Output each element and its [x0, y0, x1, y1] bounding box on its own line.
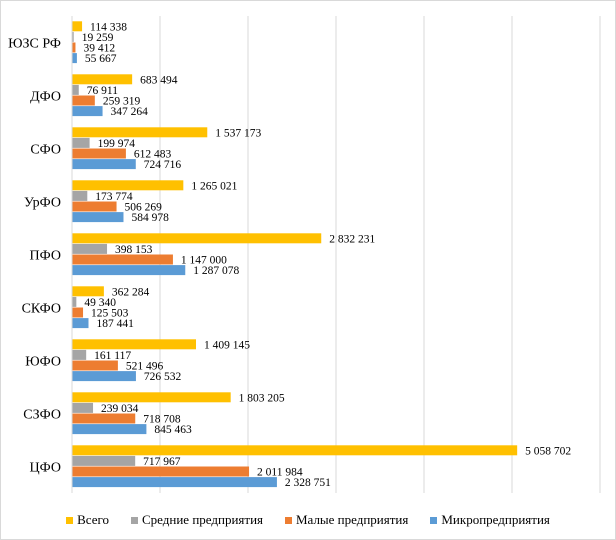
legend-item: Средние предприятия	[131, 512, 263, 528]
data-label: 187 441	[96, 318, 134, 330]
category-label: УрФО	[24, 196, 61, 211]
bar	[72, 31, 74, 42]
bar	[72, 106, 103, 117]
category-label: ПФО	[30, 249, 61, 264]
bar	[72, 159, 136, 170]
bar	[72, 95, 95, 106]
bar	[72, 127, 208, 138]
data-label: 259 319	[103, 96, 141, 108]
bar	[72, 402, 94, 413]
legend: Всего Средние предприятия Малые предприяти…	[1, 512, 615, 528]
bar	[72, 466, 250, 477]
data-label: 1 265 021	[191, 180, 237, 192]
data-label: 114 338	[90, 21, 127, 33]
bar	[72, 286, 104, 297]
data-label: 1 147 000	[181, 255, 227, 267]
bar	[72, 53, 77, 64]
bar	[72, 455, 136, 466]
data-label: 724 716	[144, 159, 182, 171]
bar	[72, 424, 147, 435]
bar	[72, 74, 133, 85]
category-label: СЗФО	[23, 408, 61, 423]
bar	[72, 339, 197, 350]
data-label: 19 259	[82, 32, 114, 44]
data-label: 2 011 984	[257, 467, 303, 479]
bar	[72, 42, 76, 53]
bar	[72, 233, 322, 244]
data-label: 239 034	[101, 403, 139, 415]
data-label: 199 974	[98, 138, 136, 150]
legend-swatch	[66, 516, 74, 524]
data-label: 2 832 231	[329, 233, 375, 245]
data-label: 39 412	[83, 43, 115, 55]
legend-label: Всего	[77, 512, 109, 527]
legend-label: Средние предприятия	[142, 512, 263, 527]
legend-label: Микропредприятия	[441, 512, 550, 527]
data-label: 347 264	[111, 106, 149, 118]
data-label: 1 409 145	[204, 339, 250, 351]
bar	[72, 21, 83, 32]
data-label: 398 153	[115, 244, 153, 256]
bar	[72, 371, 136, 382]
bar	[72, 477, 277, 488]
data-label: 173 774	[95, 191, 133, 203]
data-label: 125 503	[91, 308, 129, 320]
data-label: 726 532	[144, 371, 182, 383]
legend-item: Малые предприятия	[285, 512, 408, 528]
bar	[72, 413, 136, 424]
data-label: 521 496	[126, 361, 164, 373]
data-label: 161 117	[94, 350, 131, 362]
data-label: 2 328 751	[285, 477, 331, 489]
data-label: 612 483	[134, 149, 172, 161]
category-label: ЦФО	[30, 461, 61, 476]
bar	[72, 296, 77, 307]
category-label: СКФО	[22, 302, 61, 317]
bar	[72, 190, 88, 201]
data-label: 76 911	[87, 85, 118, 97]
bar	[72, 84, 79, 95]
data-label: 1 537 173	[215, 127, 261, 139]
category-label: СФО	[30, 143, 61, 158]
data-label: 362 284	[112, 286, 150, 298]
bar	[72, 349, 87, 360]
data-label: 1 803 205	[239, 392, 285, 404]
bar	[72, 360, 118, 371]
legend-swatch	[285, 516, 292, 524]
legend-label: Малые предприятия	[296, 512, 409, 527]
bar	[72, 201, 117, 212]
data-label: 718 708	[143, 414, 181, 426]
bar	[72, 148, 126, 159]
data-label: 55 667	[85, 53, 117, 65]
bar	[72, 307, 84, 318]
category-label: ДФО	[30, 90, 61, 105]
data-label: 717 967	[143, 456, 181, 468]
category-label: ЮЗС РФ	[8, 37, 61, 52]
legend-item: Микропредприятия	[430, 512, 550, 528]
legend-swatch	[430, 516, 438, 524]
bar	[72, 265, 186, 276]
data-label: 845 463	[154, 424, 192, 436]
data-label: 1 287 078	[193, 265, 239, 277]
bar	[72, 180, 184, 191]
bar	[72, 318, 89, 329]
bar	[72, 254, 173, 265]
data-label: 584 978	[131, 212, 169, 224]
data-label: 49 340	[84, 297, 116, 309]
data-label: 506 269	[125, 202, 163, 214]
bar	[72, 392, 231, 403]
legend-item: Всего	[66, 512, 109, 528]
legend-swatch	[131, 516, 138, 524]
bar	[72, 445, 518, 456]
bar	[72, 212, 124, 223]
bar	[72, 137, 90, 148]
category-label: ЮФО	[25, 355, 61, 370]
data-label: 5 058 702	[525, 445, 571, 457]
bar	[72, 243, 108, 254]
data-label: 683 494	[140, 74, 178, 86]
